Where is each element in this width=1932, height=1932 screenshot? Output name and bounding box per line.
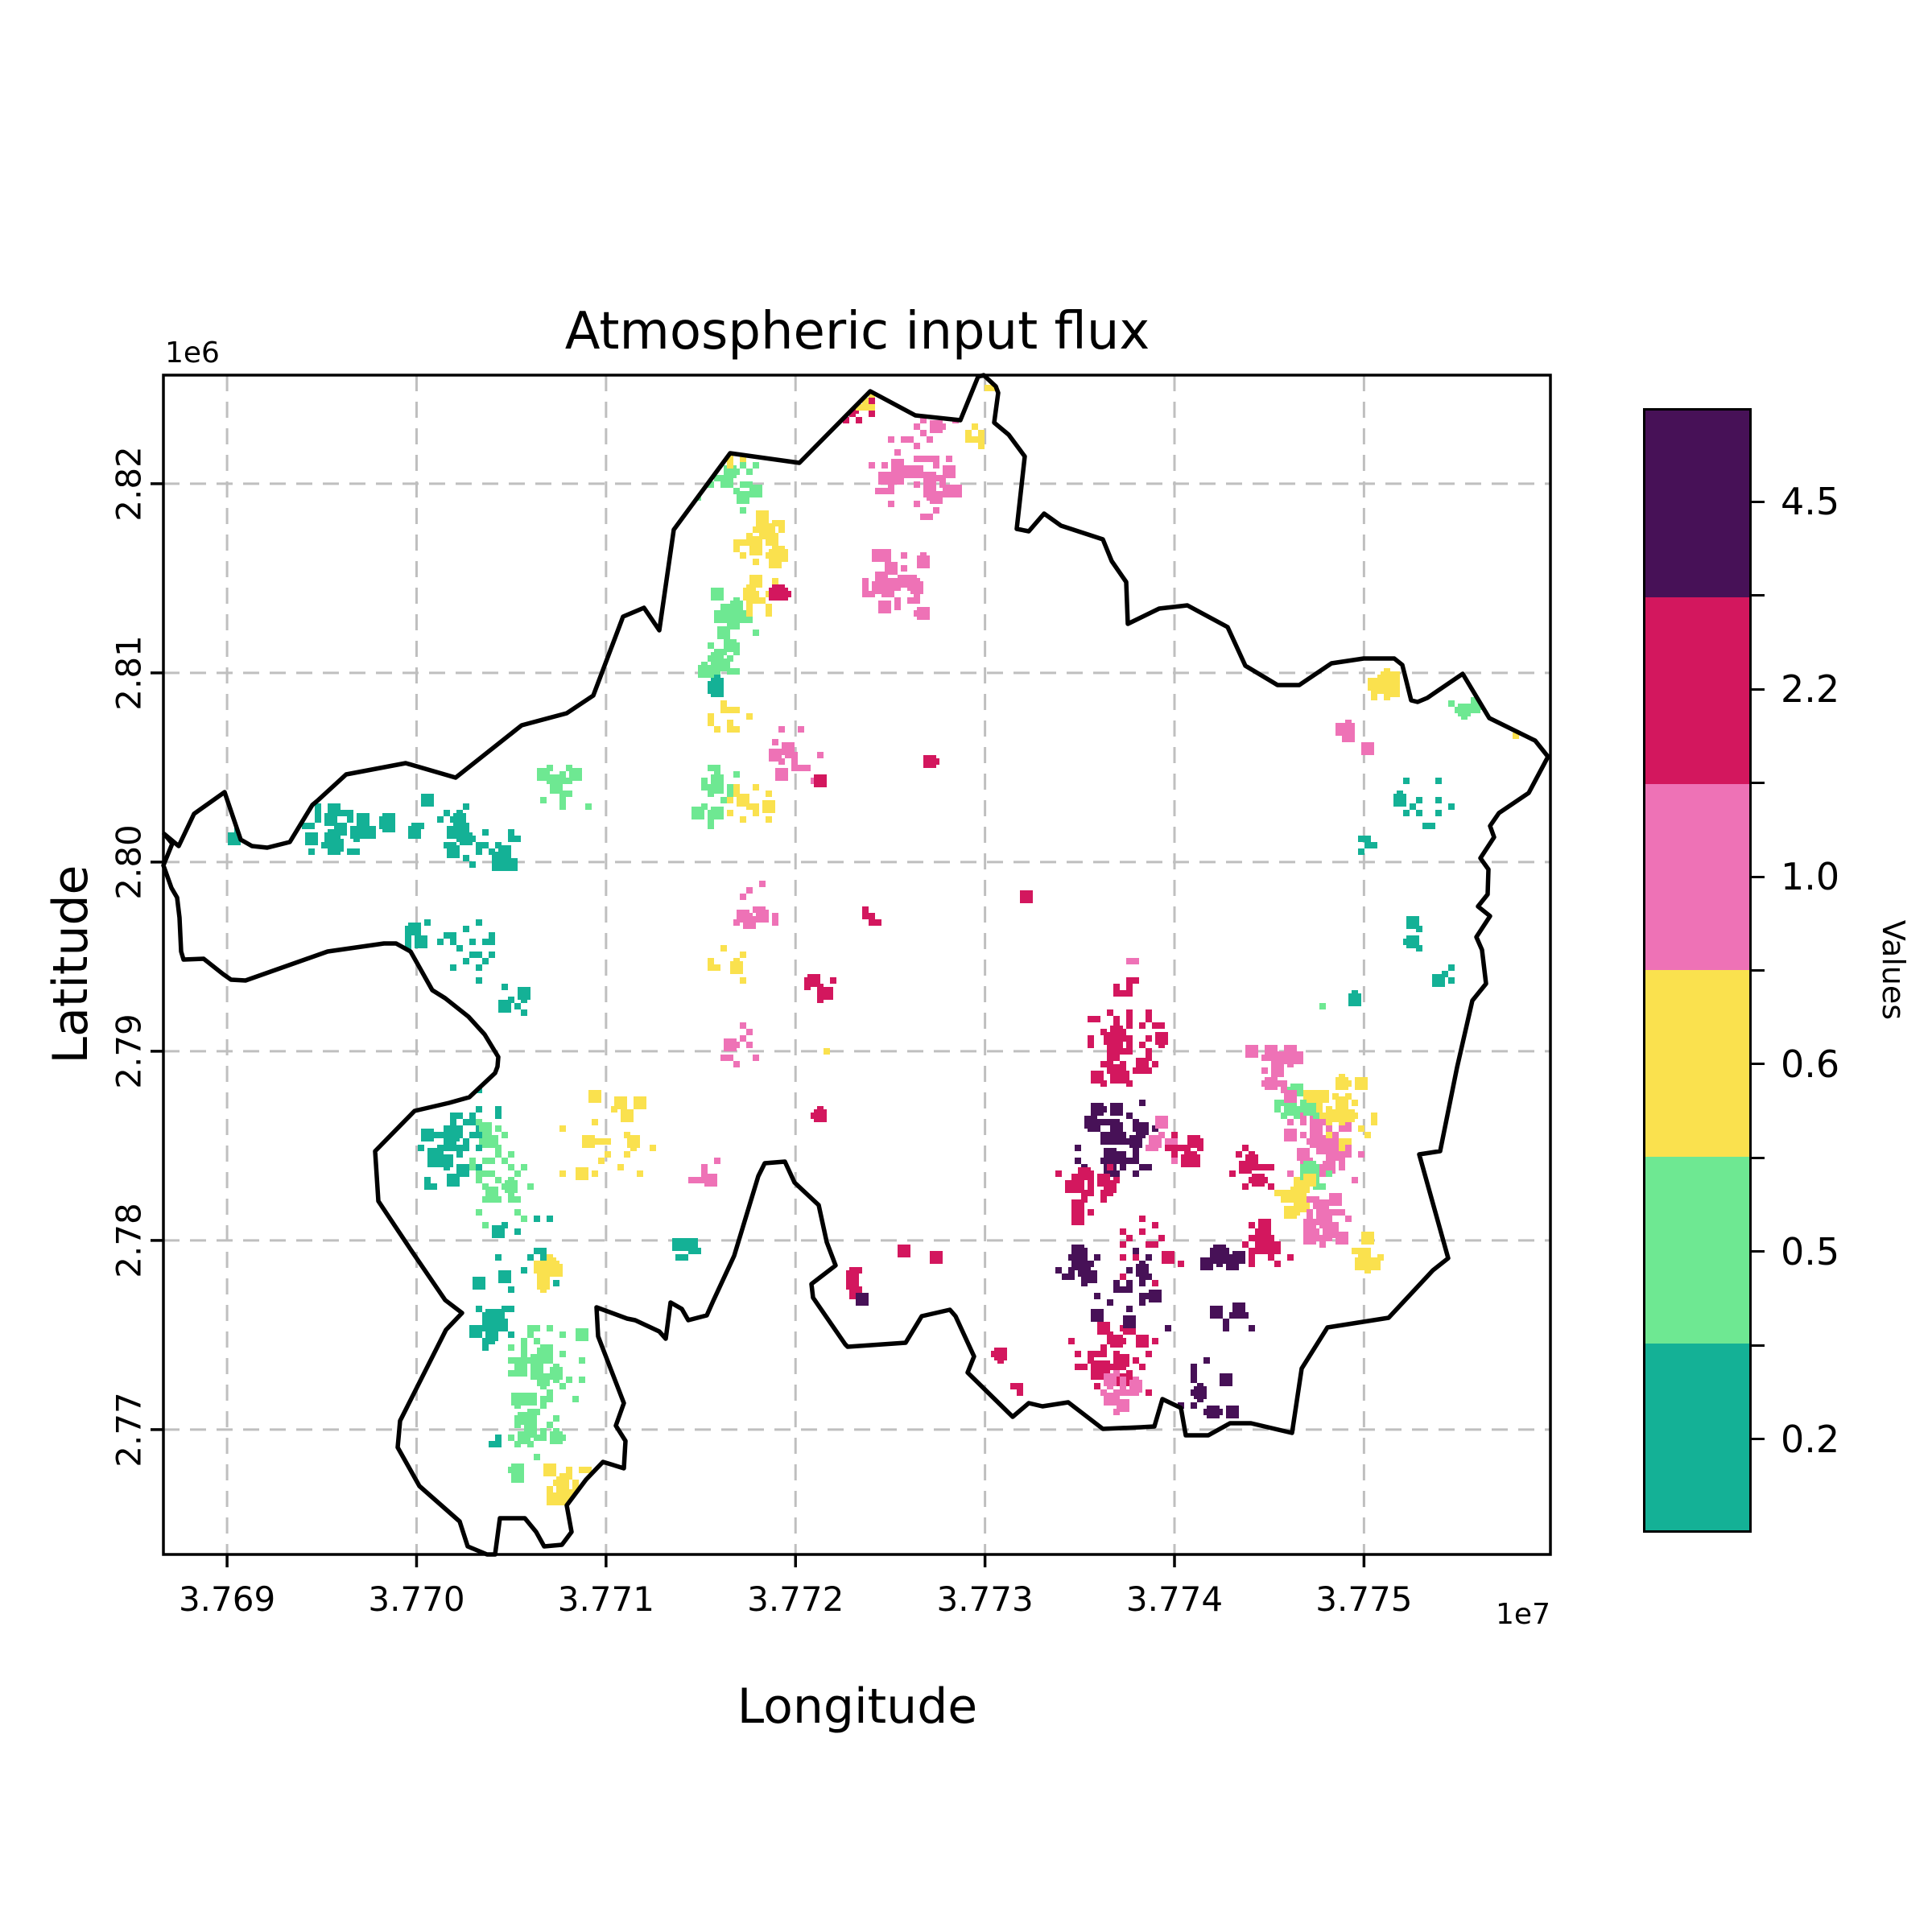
colorbar-boundary-tick [1752, 782, 1765, 785]
y-tick-label-2.79: 2.79 [109, 1013, 149, 1089]
gridlines [163, 375, 1550, 1554]
colorbar-segment-0.2 [1645, 1344, 1749, 1530]
region-boundary [161, 373, 1550, 1557]
x-tick-label-3.773: 3.773 [936, 1579, 1034, 1619]
colorbar-segment-4.5 [1645, 411, 1749, 597]
colorbar-tick-label-1.0: 1.0 [1781, 855, 1840, 899]
x-axis-offset-text: 1e7 [1496, 1598, 1550, 1631]
colorbar-boundary-tick [1752, 1344, 1765, 1347]
y-tick-label-2.81: 2.81 [109, 635, 149, 711]
colorbar-tick [1752, 1250, 1765, 1253]
colorbar-tick [1752, 687, 1765, 691]
x-tick-label-3.774: 3.774 [1125, 1579, 1224, 1619]
y-tick-label-2.78: 2.78 [109, 1203, 149, 1278]
colorbar-segment-0.5 [1645, 1157, 1749, 1344]
y-tick-label-2.80: 2.80 [109, 824, 149, 900]
tick-marks [151, 482, 1366, 1567]
colorbar-tick-label-4.5: 4.5 [1781, 480, 1840, 524]
x-tick-label-3.771: 3.771 [557, 1579, 654, 1619]
x-tick-label-3.775: 3.775 [1315, 1579, 1413, 1619]
raster-cells [228, 385, 1519, 1518]
colorbar [1643, 408, 1752, 1533]
map-canvas [151, 373, 1552, 1567]
axes-spines [162, 374, 1552, 1556]
y-tick-label-2.77: 2.77 [109, 1392, 149, 1468]
y-tick-label-2.82: 2.82 [109, 446, 149, 522]
colorbar-tick-label-0.2: 0.2 [1781, 1417, 1840, 1461]
colorbar-tick [1752, 1438, 1765, 1441]
chart-title: Atmospheric input flux [564, 302, 1150, 361]
colorbar-segment-0.6 [1645, 970, 1749, 1158]
x-tick-label-3.772: 3.772 [747, 1579, 844, 1619]
y-axis-offset-text: 1e6 [165, 336, 220, 369]
colorbar-tick [1752, 500, 1765, 503]
x-axis-label: Longitude [737, 1678, 978, 1735]
colorbar-segment-2.2 [1645, 597, 1749, 784]
colorbar-tick [1752, 1063, 1765, 1066]
x-tick-label-3.770: 3.770 [368, 1579, 465, 1619]
colorbar-segment-1.0 [1645, 783, 1749, 971]
colorbar-tick-label-0.6: 0.6 [1781, 1042, 1840, 1086]
colorbar-tick-label-0.5: 0.5 [1781, 1229, 1840, 1274]
colorbar-tick [1752, 875, 1765, 878]
colorbar-boundary-tick [1752, 1156, 1765, 1159]
plot-area [151, 373, 1552, 1567]
colorbar-tick-label-2.2: 2.2 [1781, 667, 1840, 712]
x-tick-label-3.769: 3.769 [178, 1579, 276, 1619]
colorbar-label: Values [1876, 919, 1911, 1021]
colorbar-boundary-tick [1752, 594, 1765, 597]
colorbar-boundary-tick [1752, 969, 1765, 972]
y-axis-label: Latitude [43, 865, 99, 1064]
